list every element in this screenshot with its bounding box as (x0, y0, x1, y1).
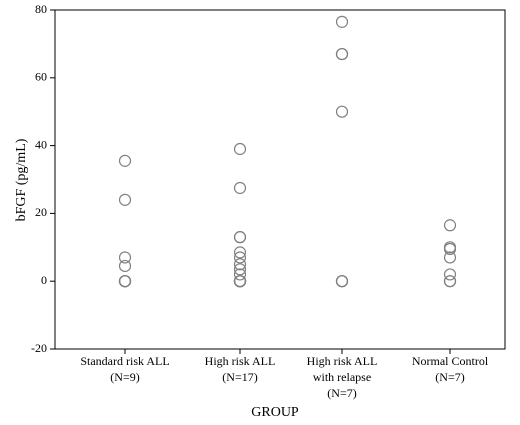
data-point (233, 181, 247, 195)
y-tick-label: 20 (35, 205, 47, 219)
x-tick-label: (N=9) (110, 370, 139, 384)
data-point (443, 275, 457, 288)
data-point (233, 251, 247, 264)
data-point (443, 268, 457, 281)
data-point (233, 258, 247, 271)
y-tick-label: -20 (31, 341, 47, 355)
x-axis-title: GROUP (251, 405, 299, 420)
x-tick-label: (N=17) (222, 370, 257, 384)
x-tick-label: (N=7) (327, 386, 356, 400)
x-tick-label: with relapse (313, 370, 371, 384)
data-point (335, 15, 349, 28)
y-axis-title: bFGF (pg/mL) (14, 138, 29, 221)
data-point (118, 259, 132, 273)
data-point (233, 268, 247, 281)
data-point (335, 47, 349, 61)
x-tick-label: High risk ALL (307, 354, 378, 368)
x-tick-label: (N=7) (435, 370, 464, 384)
data-point (233, 275, 247, 288)
x-tick-label: Standard risk ALL (80, 354, 169, 368)
data-point (335, 275, 349, 288)
x-tick-label: Normal Control (412, 354, 489, 368)
data-point (233, 142, 247, 156)
data-point (118, 275, 132, 288)
data-point (118, 154, 132, 167)
y-tick-label: 0 (41, 273, 47, 287)
data-point (118, 251, 132, 264)
data-point (443, 251, 457, 264)
data-point (118, 193, 132, 206)
y-tick-label: 80 (35, 2, 47, 16)
data-point (233, 231, 247, 244)
y-tick-label: 40 (35, 137, 47, 151)
x-tick-label: High risk ALL (205, 354, 276, 368)
y-tick-label: 60 (35, 70, 47, 84)
data-point (443, 242, 457, 256)
plot-frame (54, 9, 506, 350)
data-point (443, 219, 457, 232)
data-point (233, 263, 247, 276)
data-point (335, 105, 349, 118)
data-point (233, 246, 247, 259)
